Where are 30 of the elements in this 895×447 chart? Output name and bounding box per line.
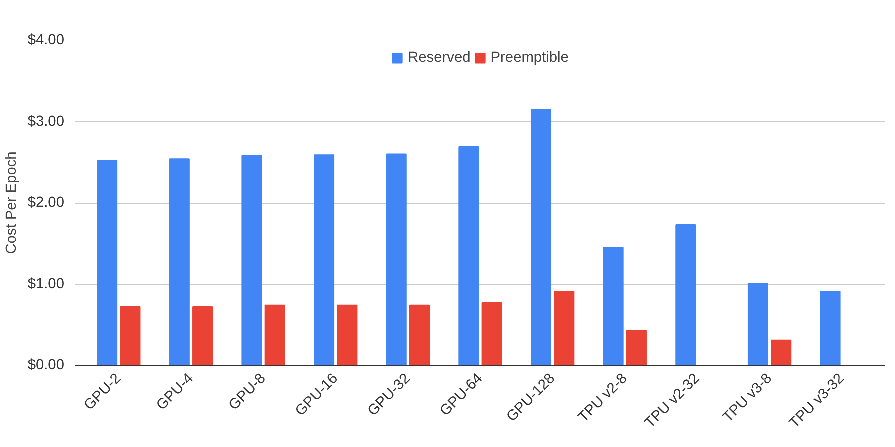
bar [482,302,502,366]
bar [314,154,335,366]
y-tick-label: $0.00 [28,358,65,374]
y-axis-title: Cost Per Epoch [4,152,20,254]
bar [771,340,792,366]
y-tick-label: $1.00 [28,276,65,292]
bar [603,247,624,366]
bar [386,154,407,366]
y-tick-label: $3.00 [28,114,65,130]
bar [169,158,190,366]
bar [409,304,430,366]
bar [192,306,214,366]
x-tick-label: TPU v3-8 [720,370,776,426]
legend-label: Reserved [408,50,471,66]
bar [97,160,118,366]
bar [458,146,480,366]
y-tick-label: $4.00 [28,32,65,48]
x-tick-label: TPU v2-8 [576,370,631,426]
legend-label: Preemptible [490,50,569,66]
bar [530,109,552,366]
bar [626,330,647,366]
bar [242,155,262,366]
bar [820,291,841,366]
bar [120,306,141,366]
bar [264,304,286,366]
y-tick-label: $2.00 [28,195,65,211]
bar [676,224,696,366]
bar [554,291,575,366]
bar [748,282,768,366]
bar [337,304,358,366]
